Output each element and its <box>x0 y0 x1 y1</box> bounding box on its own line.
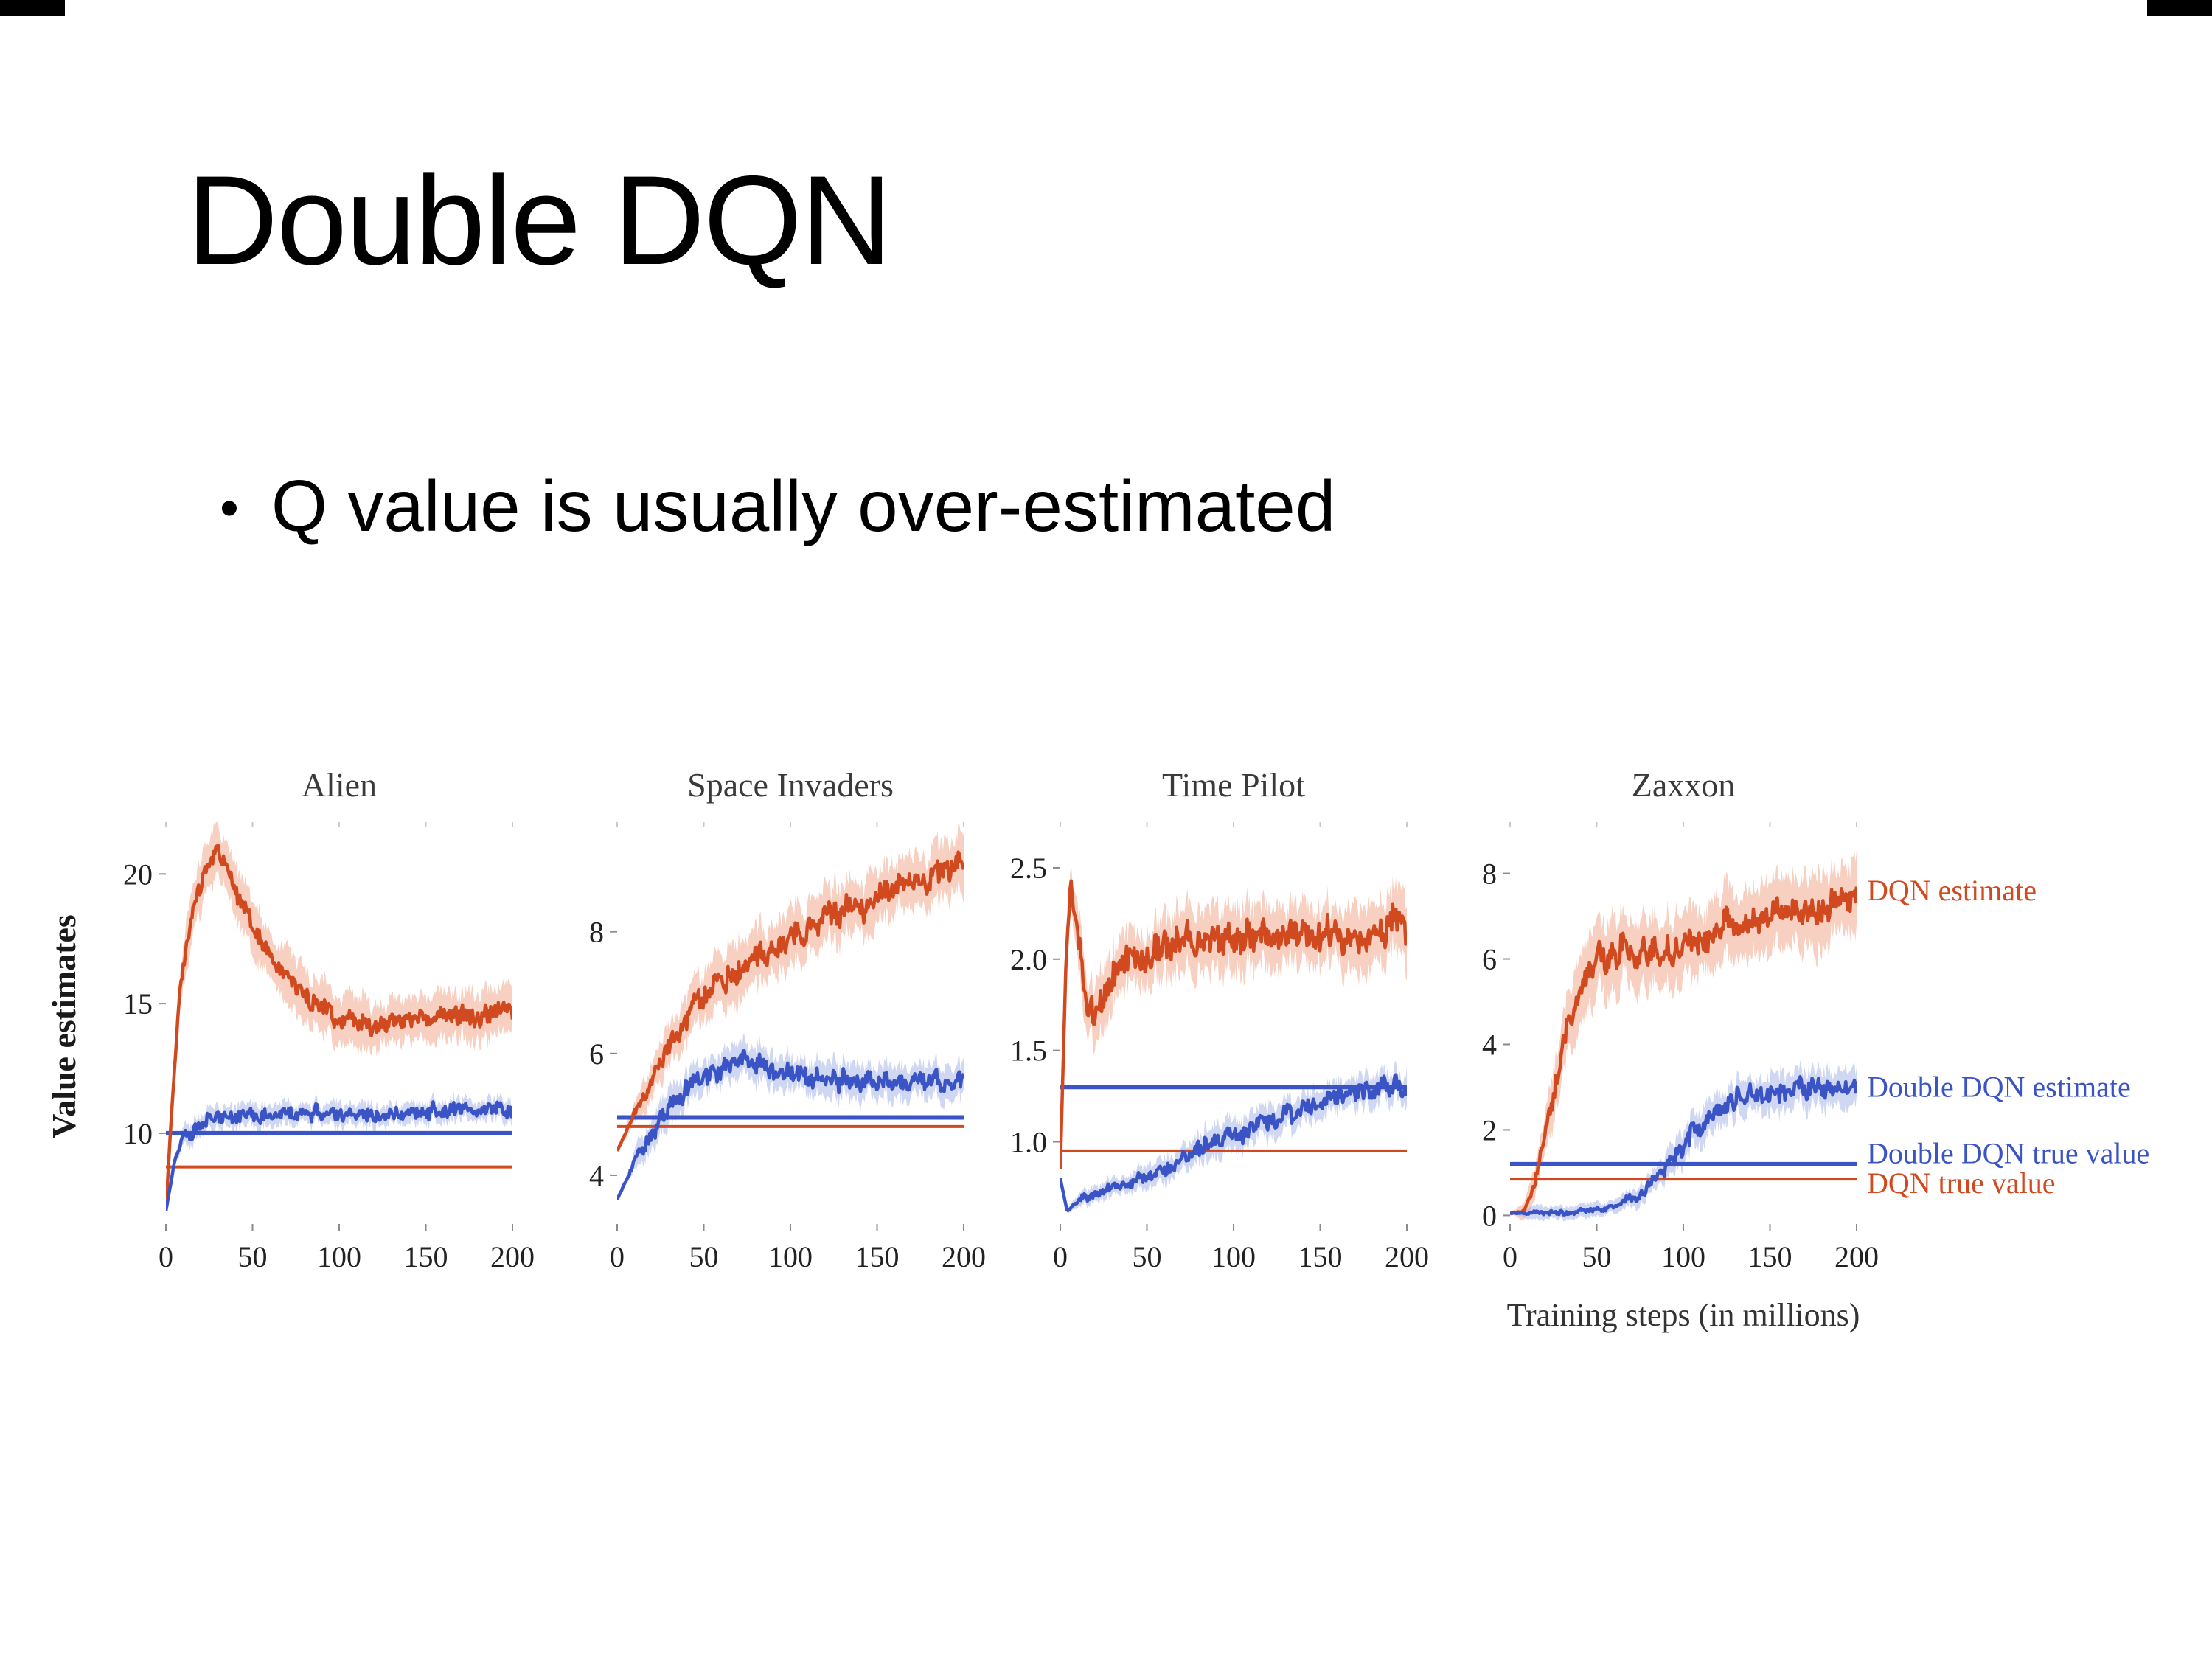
x-tick-label: 150 <box>1298 1240 1343 1273</box>
dqn-estimate-line <box>617 850 964 1152</box>
bullet-item: • Q value is usually over-estimated <box>220 463 1335 553</box>
y-tick-label: 8 <box>1482 858 1497 891</box>
x-tick-label: 100 <box>1211 1240 1256 1273</box>
x-tick-label: 50 <box>1582 1240 1612 1273</box>
x-tick-label: 50 <box>1133 1240 1162 1273</box>
subplot-zaxxon: Zaxxon 0 50 100 150 200 0 2 4 6 8 <box>1482 766 1879 1273</box>
x-tick-label: 150 <box>855 1240 900 1273</box>
legend-dqn-estimate: DQN estimate <box>1867 874 2037 907</box>
double-dqn-estimate-line <box>617 1048 964 1201</box>
y-tick-label: 4 <box>1482 1028 1497 1061</box>
slide-title: Double DQN <box>187 150 892 291</box>
y-tick-label: 2.5 <box>1010 852 1047 885</box>
subplot-title: Space Invaders <box>687 766 894 804</box>
subplot-title: Time Pilot <box>1162 766 1305 804</box>
dqn-estimate-band <box>617 823 964 1152</box>
x-tick-label: 200 <box>1385 1240 1429 1273</box>
x-tick-label: 200 <box>490 1240 535 1273</box>
x-tick-label: 100 <box>1661 1240 1705 1273</box>
x-axis-label: Training steps (in millions) <box>1507 1297 1860 1333</box>
x-tick-label: 0 <box>1053 1240 1068 1273</box>
x-tick-label: 50 <box>689 1240 719 1273</box>
y-axis-label: Value estimates <box>45 914 83 1138</box>
x-tick-label: 0 <box>610 1240 625 1273</box>
x-tick-label: 0 <box>1503 1240 1517 1273</box>
value-estimates-figure: Value estimates Training steps (in millio… <box>44 759 2205 1416</box>
subplot-title: Zaxxon <box>1632 766 1736 804</box>
x-tick-label: 50 <box>238 1240 268 1273</box>
y-tick-label: 10 <box>123 1117 153 1150</box>
y-tick-label: 20 <box>123 858 153 891</box>
bullet-marker: • <box>220 477 239 538</box>
subplot-alien: Alien 0 50 100 150 200 10 15 20 <box>123 766 535 1273</box>
double-dqn-estimate-line <box>1510 1074 1857 1217</box>
subplot-time-pilot: Time Pilot 0 50 100 150 200 1.0 1.5 2.0 2.5 <box>1010 766 1429 1273</box>
x-tick-label: 150 <box>404 1240 448 1273</box>
y-tick-label: 8 <box>589 916 604 949</box>
legend-double-dqn-estimate: Double DQN estimate <box>1867 1070 2131 1103</box>
y-tick-label: 6 <box>589 1037 604 1071</box>
subplot-space-invaders: Space Invaders 0 50 100 150 200 4 6 8 <box>589 766 986 1273</box>
x-tick-label: 200 <box>1834 1240 1879 1273</box>
dqn-estimate-band <box>1510 849 1857 1221</box>
x-tick-label: 200 <box>942 1240 986 1273</box>
figure-svg: Value estimates Training steps (in millio… <box>45 766 2149 1333</box>
top-right-screen-artifact <box>2147 0 2212 16</box>
top-left-screen-artifact <box>0 0 65 16</box>
y-tick-label: 1.0 <box>1010 1126 1047 1159</box>
double-dqn-estimate-line <box>1060 1073 1407 1212</box>
x-tick-label: 0 <box>159 1240 173 1273</box>
y-tick-label: 15 <box>123 987 153 1020</box>
dqn-estimate-line <box>1060 879 1407 1169</box>
dqn-estimate-line <box>1510 886 1857 1215</box>
subplot-title: Alien <box>302 766 377 804</box>
y-tick-label: 1.5 <box>1010 1034 1047 1068</box>
x-tick-label: 100 <box>768 1240 813 1273</box>
y-tick-label: 2.0 <box>1010 943 1047 976</box>
legend-double-dqn-true-value: Double DQN true value <box>1867 1136 2149 1169</box>
x-tick-label: 150 <box>1748 1240 1792 1273</box>
y-tick-label: 0 <box>1482 1199 1497 1232</box>
dqn-estimate-line <box>166 843 512 1211</box>
bullet-text: Q value is usually over-estimated <box>271 465 1336 546</box>
y-tick-label: 2 <box>1482 1113 1497 1147</box>
double-dqn-estimate-line <box>166 1100 512 1211</box>
y-tick-label: 6 <box>1482 943 1497 976</box>
legend-dqn-true-value: DQN true value <box>1867 1166 2055 1200</box>
y-tick-label: 4 <box>589 1159 604 1192</box>
x-tick-label: 100 <box>317 1240 361 1273</box>
